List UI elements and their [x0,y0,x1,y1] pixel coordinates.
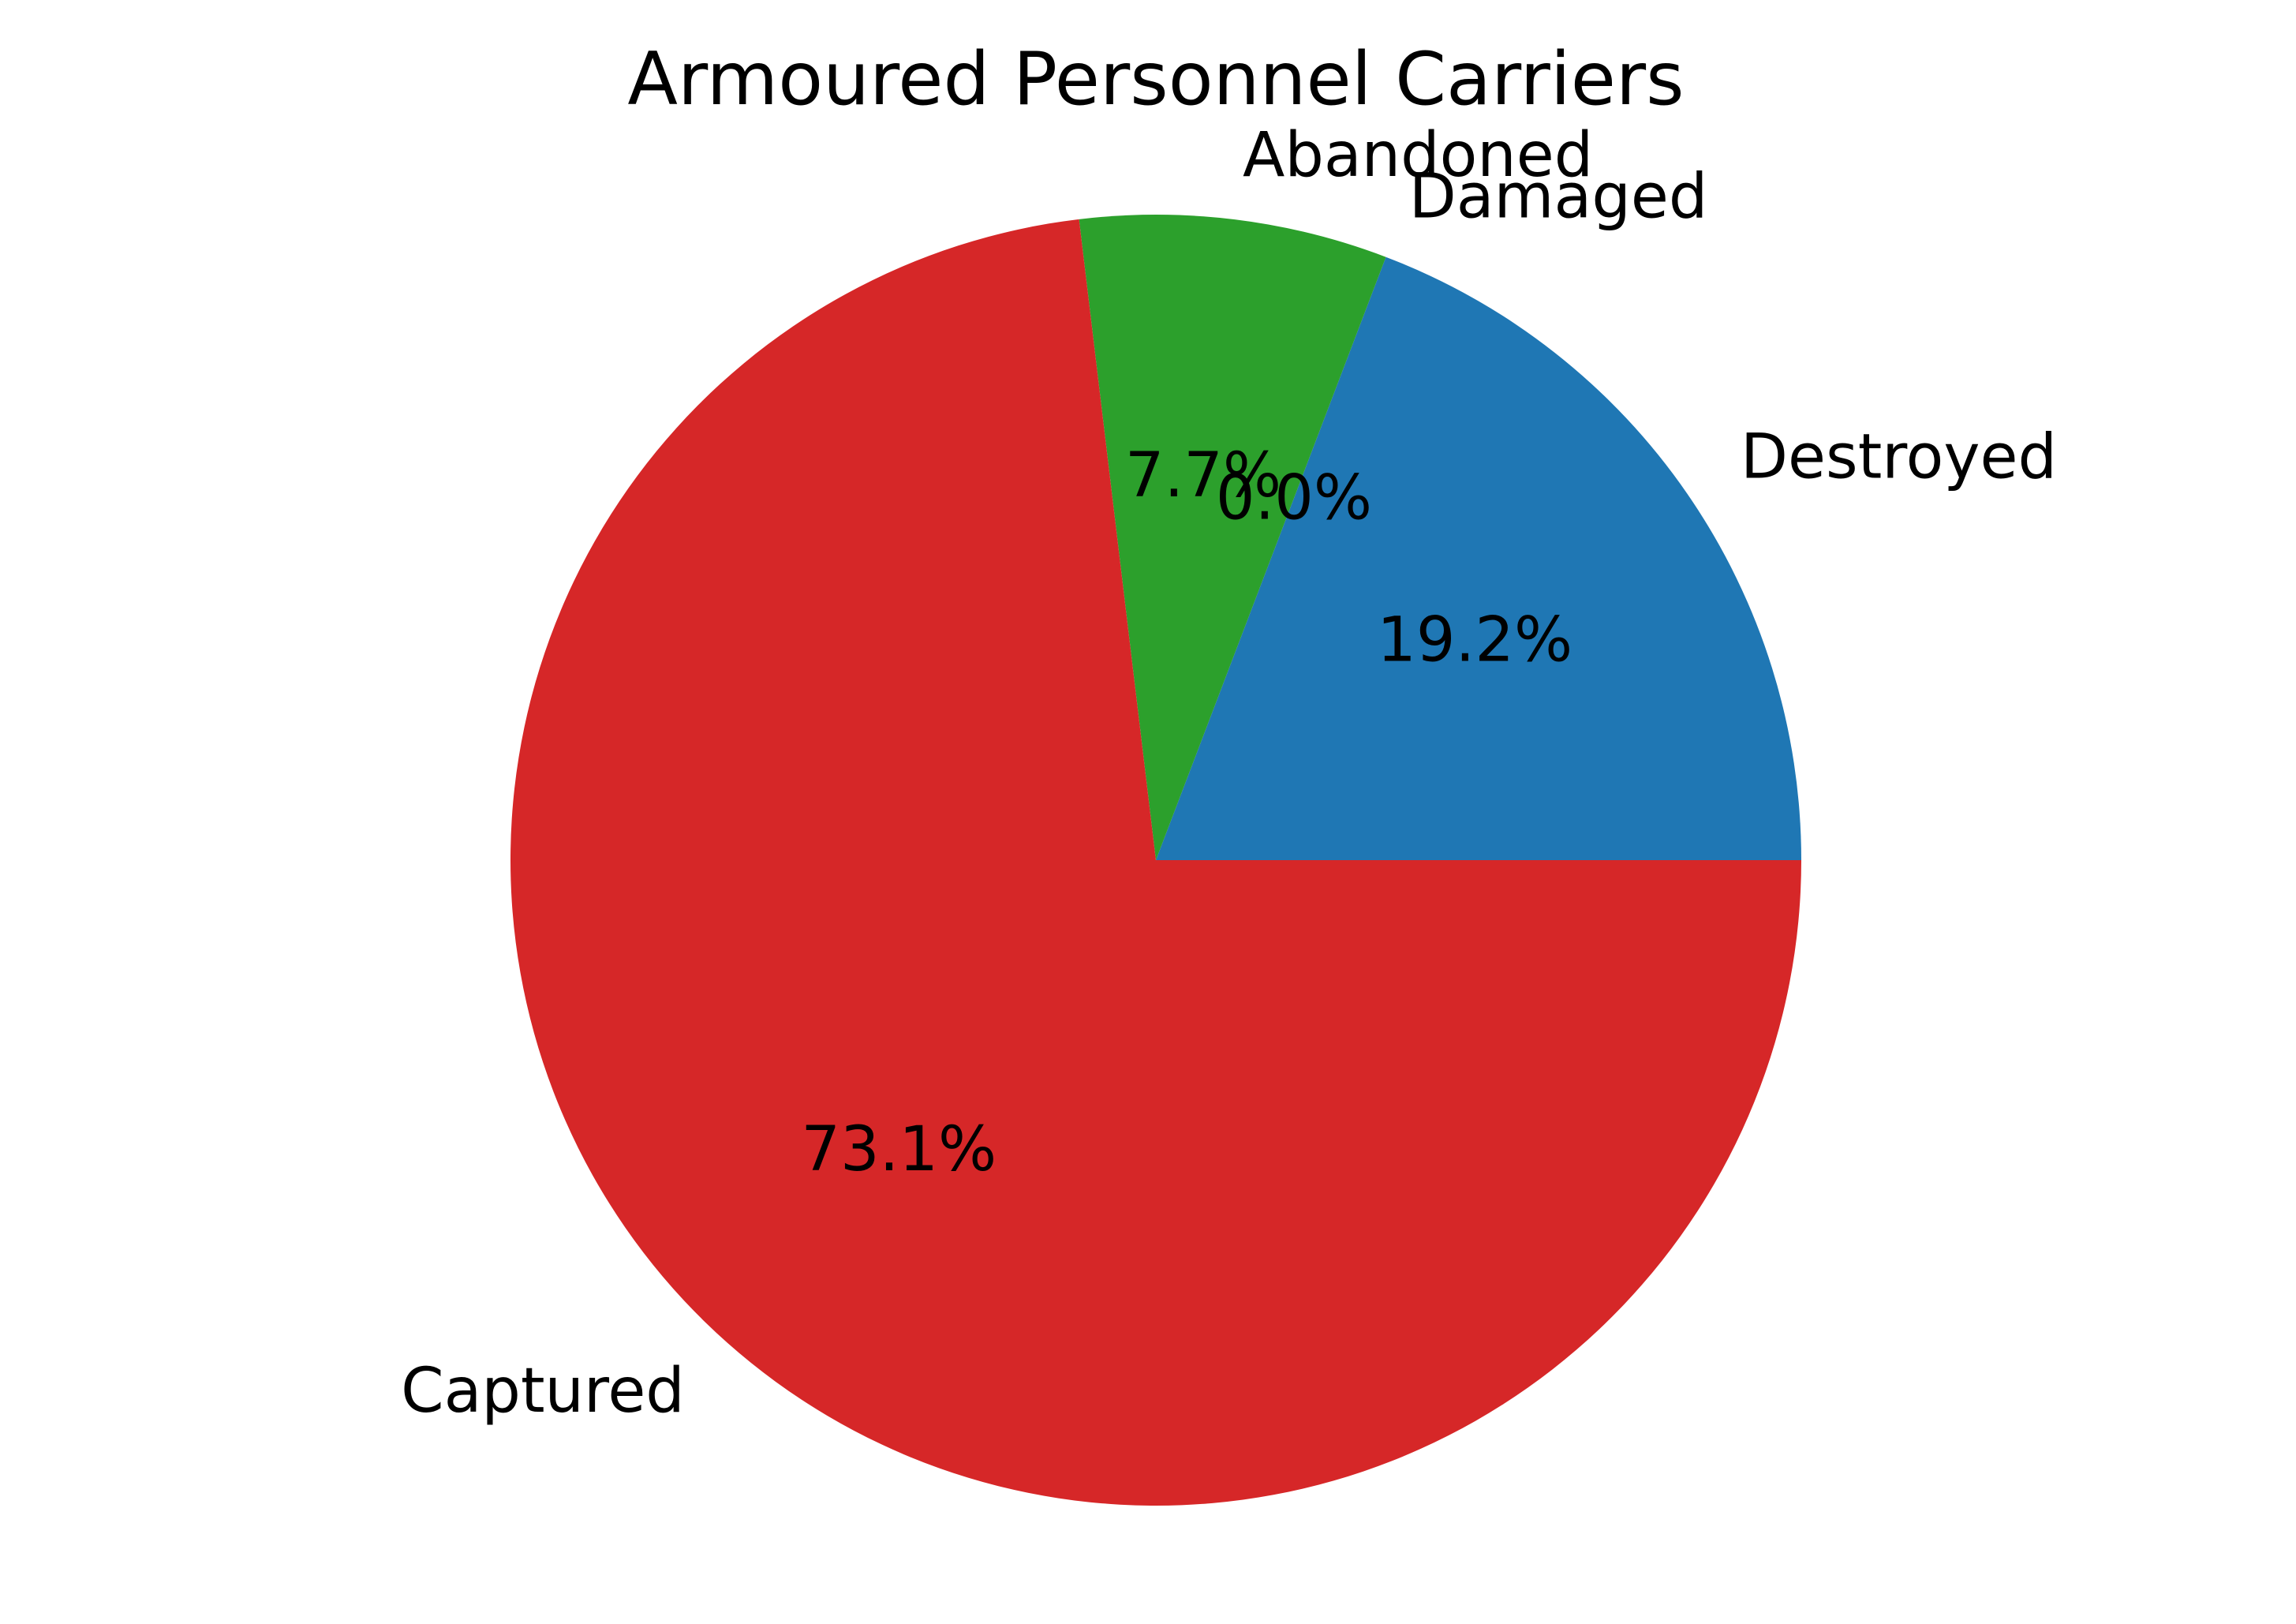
slice-label-abandoned: Abandoned [1243,120,1593,191]
pie-slice-captured [510,219,1802,1506]
pie-slices [510,215,1802,1506]
slice-label-destroyed: Destroyed [1741,422,2057,493]
slice-label-captured: Captured [401,1356,685,1427]
pie-slice-destroyed [1156,256,1801,860]
slice-percent-destroyed: 19.2% [1377,605,1572,676]
chart-title: Armoured Personnel Carriers [627,36,1684,122]
pie-labels: Destroyed 19.2% Damaged 0.0% Abandoned 7.7% Ca… [401,120,2057,1427]
slice-percent-damaged: 0.0% [1216,462,1372,533]
pie-slice-abandoned [1079,215,1386,860]
slice-percent-captured: 73.1% [801,1114,997,1185]
slice-percent-abandoned: 7.7% [1125,440,1281,511]
slice-label-damaged: Damaged [1409,161,1708,232]
